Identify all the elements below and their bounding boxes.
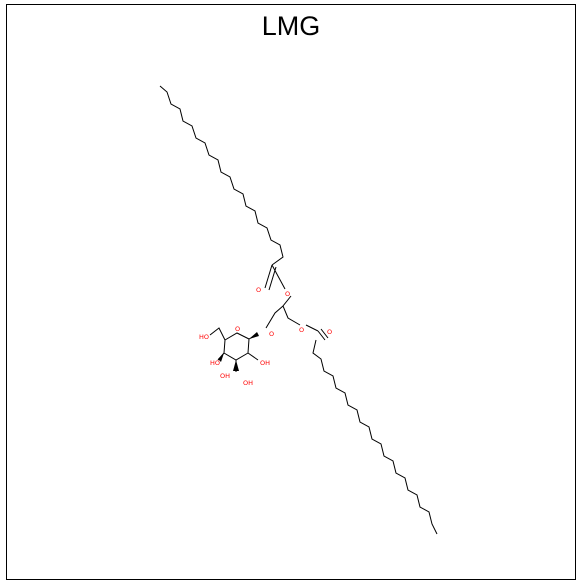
c6-hydroxymethyl <box>209 327 226 341</box>
lower-ester-link <box>305 324 319 332</box>
wedge-3 <box>218 353 224 362</box>
wedge-2 <box>233 360 239 371</box>
molecule-title: LMG <box>261 11 321 41</box>
upper-acyl-chain <box>159 85 284 266</box>
wedge-1 <box>249 332 259 339</box>
glycosidic-o: O <box>269 330 274 338</box>
c2-oh-bond <box>247 352 259 361</box>
figure-frame <box>6 4 576 580</box>
ring-o: O <box>235 325 240 333</box>
oh-c4: HO <box>210 359 220 367</box>
upper-ester-link <box>271 264 286 290</box>
glycerol-backbone <box>265 295 301 329</box>
oh-c6: HO <box>199 333 209 341</box>
lower-carbonyl-bond <box>317 328 329 341</box>
ester1-link-o: O <box>285 290 290 298</box>
ester1-carbonyl-o: O <box>256 286 261 294</box>
oh-c3: OH <box>220 372 230 380</box>
lower-acyl-chain <box>312 339 438 535</box>
sugar-ring <box>223 332 250 361</box>
ester2-carbonyl-o: O <box>327 328 332 336</box>
bond-skeleton <box>159 85 438 535</box>
ester2-link-o: O <box>299 326 304 334</box>
oh-c2: OH <box>260 359 270 367</box>
oh-c3b: OH <box>243 379 253 387</box>
wedge-bonds <box>218 332 259 371</box>
